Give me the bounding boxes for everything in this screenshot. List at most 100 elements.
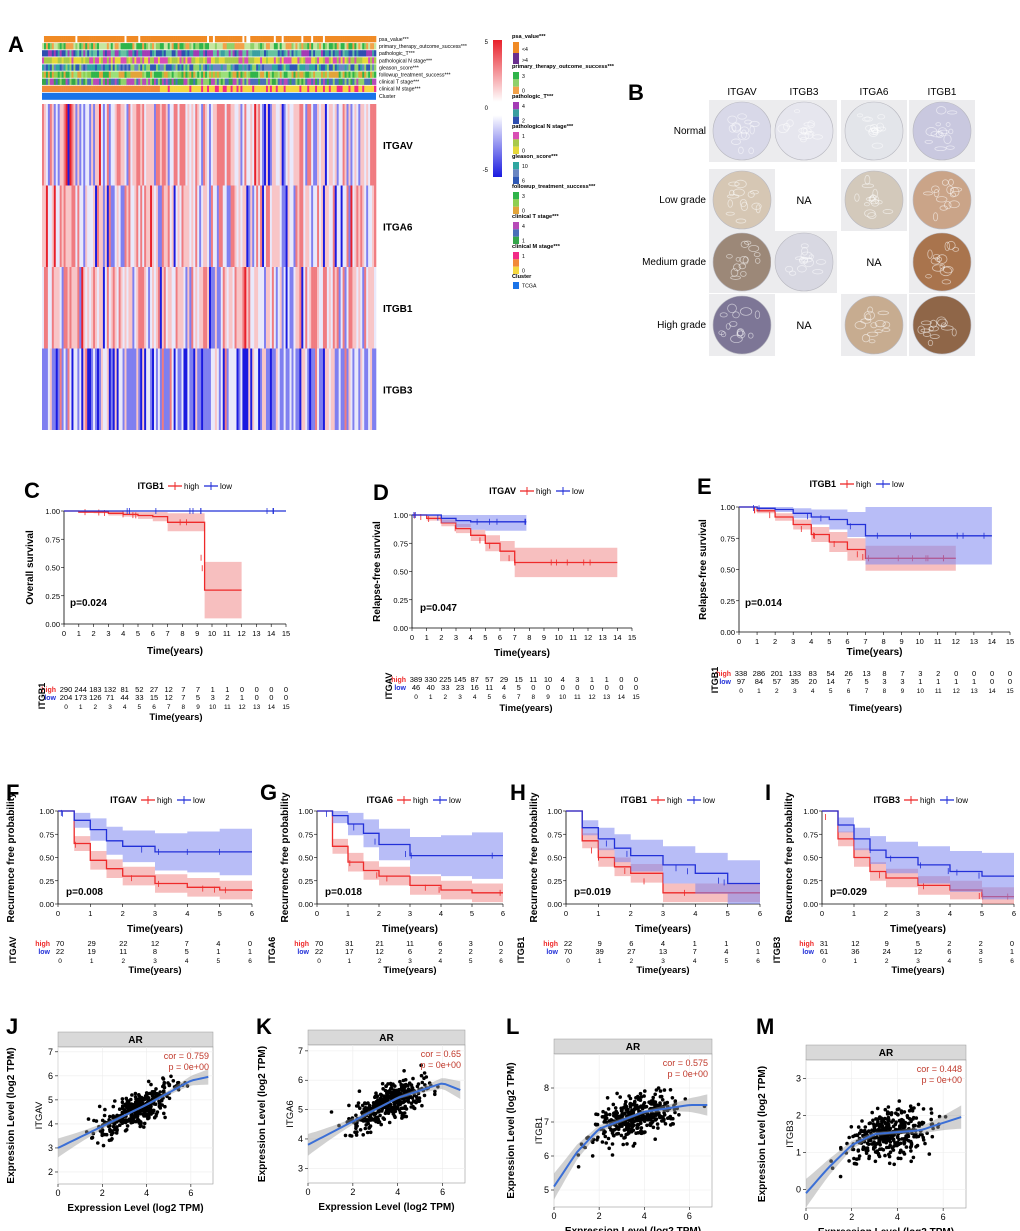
heatmap-cell [267, 348, 271, 430]
data-point [125, 1118, 129, 1123]
annotation-cell [264, 78, 267, 85]
data-point [393, 1091, 397, 1095]
annotation-cell [254, 85, 257, 92]
risk-x-tick: 2 [378, 958, 382, 965]
heatmap-cell [120, 348, 123, 430]
annotation-cell [311, 64, 314, 71]
y-tick-label: 0.50 [803, 854, 818, 863]
risk-low-count: 6 [408, 947, 412, 956]
data-point [897, 1107, 901, 1111]
data-point [624, 1122, 629, 1127]
annotation-cell [307, 43, 310, 50]
risk-x-tick: 11 [224, 704, 231, 711]
annotation-cell [53, 85, 57, 92]
heatmap-cell [265, 185, 269, 267]
annotation-cell [201, 57, 204, 64]
heatmap-cell [171, 348, 174, 430]
heatmap-cell [346, 185, 349, 267]
annotation-cell [148, 36, 151, 43]
risk-high-count: 2 [979, 939, 983, 948]
annotation-cell [309, 36, 312, 43]
heatmap-cell [230, 348, 233, 430]
heatmap-cell [368, 348, 371, 430]
annotation-cell [155, 85, 159, 92]
ihc-core-image [774, 101, 834, 161]
x-tick-label: 5 [218, 909, 222, 918]
data-point [129, 1102, 134, 1106]
data-point [654, 1088, 659, 1092]
ihc-texture [718, 330, 725, 336]
annotation-cell [193, 71, 196, 78]
risk-high-count: 29 [87, 939, 95, 948]
annotation-cell [91, 57, 94, 64]
heatmap-cell [332, 348, 336, 430]
annotation-cell [83, 71, 86, 78]
heatmap-cell [283, 185, 286, 267]
annotation-cell [240, 71, 243, 78]
heatmap-cell [203, 104, 206, 186]
ihc-texture [744, 240, 752, 245]
annotation-cell [273, 71, 277, 78]
annotation-cell [334, 71, 337, 78]
annotation-cell [317, 57, 320, 64]
annotation-cell [199, 50, 202, 57]
risk-x-tick: 5 [979, 958, 983, 965]
x-tick-label: 11 [569, 633, 577, 642]
heatmap-cell [157, 348, 161, 430]
annotation-cell [93, 57, 96, 64]
data-point [629, 1129, 634, 1134]
heatmap-cell [252, 267, 255, 349]
data-point [427, 1081, 432, 1085]
heatmap-cell [313, 185, 316, 267]
heatmap-cell [265, 267, 269, 349]
annotation-cell [122, 57, 125, 64]
data-point [403, 1078, 408, 1082]
x-tick-label: 8 [881, 637, 885, 646]
annotation-cell [328, 64, 332, 71]
annotation-cell [267, 36, 271, 43]
heatmap-cell [116, 185, 119, 267]
annotation-cell [146, 36, 149, 43]
data-point [631, 1109, 636, 1114]
annotation-cell [97, 85, 100, 92]
annotation-cell [273, 64, 277, 71]
data-point [887, 1154, 892, 1159]
annotation-cell [134, 57, 137, 64]
annotation-cell [49, 64, 53, 71]
data-point [363, 1126, 368, 1131]
heatmap-cell [183, 104, 186, 186]
data-point [888, 1140, 893, 1144]
heatmap-cell [328, 104, 332, 186]
annotation-cell [234, 64, 237, 71]
annotation-cell [201, 43, 204, 50]
risk-x-tick: 0 [739, 688, 743, 695]
annotation-cell [360, 85, 363, 92]
annotation-cell [183, 36, 186, 43]
legend-gene: ITGA6 [366, 795, 393, 805]
heatmap-cell [124, 104, 127, 186]
heatmap-cell [277, 104, 281, 186]
data-point [608, 1120, 612, 1124]
annotation-cell [340, 64, 343, 71]
heatmap-cell [336, 185, 339, 267]
annotation-cell [256, 71, 259, 78]
annotation-cell [81, 43, 84, 50]
ihc-texture [932, 212, 939, 222]
heatmap-cell [55, 267, 59, 349]
heatmap-cell [63, 104, 66, 186]
annotation-cell [173, 50, 176, 57]
data-point [398, 1092, 403, 1096]
annotation-cell [71, 57, 74, 64]
heatmap-cell [256, 267, 259, 349]
risk-low-count: 8 [153, 947, 157, 956]
annotation-cell [189, 50, 192, 57]
annotation-cell [116, 57, 119, 64]
risk-high-count: 12 [851, 939, 859, 948]
heatmap-cell [279, 104, 282, 186]
annotation-cell [305, 50, 308, 57]
heatmap-cell [130, 267, 133, 349]
gene-axis-label: ITGAV [34, 1101, 45, 1129]
annotation-cell [317, 78, 320, 85]
legend-title: followup_treatment_success*** [512, 184, 596, 190]
color-scale-tick: -5 [483, 168, 489, 174]
